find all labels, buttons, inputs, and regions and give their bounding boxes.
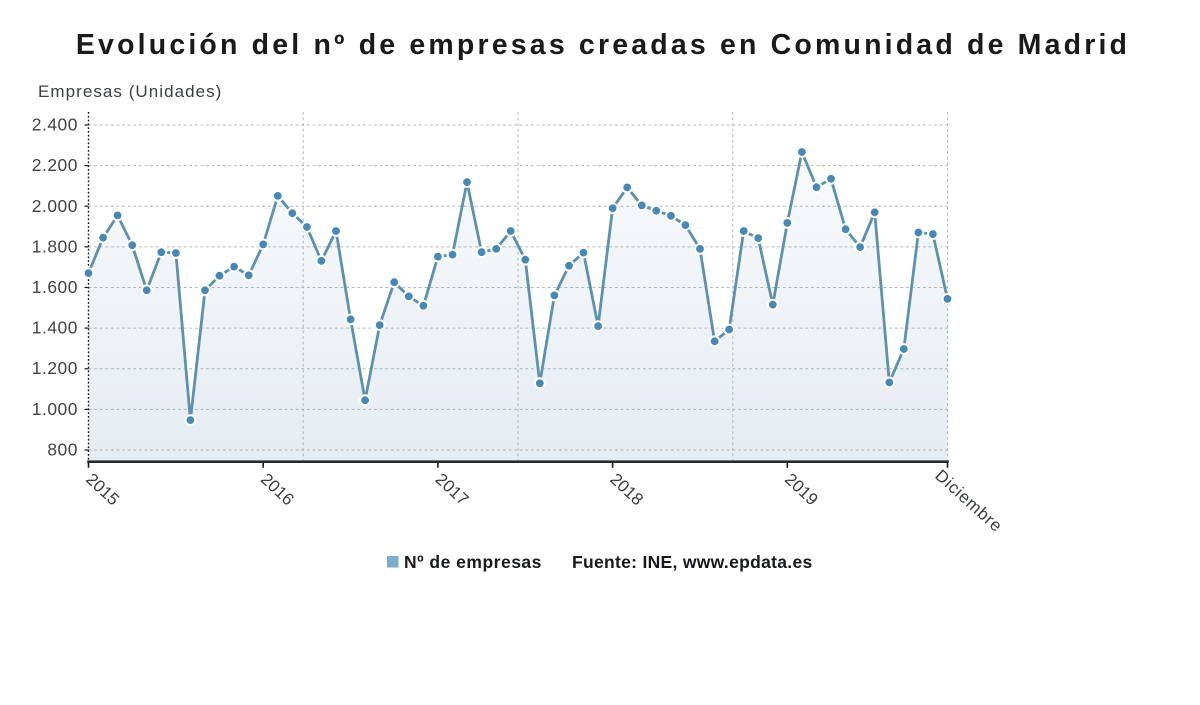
svg-text:1.800: 1.800 xyxy=(32,236,78,256)
svg-text:Diciembre: Diciembre xyxy=(931,466,1006,536)
svg-text:2016: 2016 xyxy=(257,470,298,510)
svg-text:2019: 2019 xyxy=(781,470,822,510)
svg-text:Nº de empresas: Nº de empresas xyxy=(404,552,542,572)
svg-text:2.200: 2.200 xyxy=(32,155,78,175)
svg-text:1.400: 1.400 xyxy=(32,318,78,338)
svg-text:1.000: 1.000 xyxy=(32,399,78,419)
svg-text:2018: 2018 xyxy=(606,470,647,510)
svg-text:2015: 2015 xyxy=(82,470,123,510)
svg-text:800: 800 xyxy=(47,440,78,460)
svg-text:2.000: 2.000 xyxy=(32,196,78,216)
svg-text:1.200: 1.200 xyxy=(32,358,78,378)
svg-text:Fuente: INE, www.epdata.es: Fuente: INE, www.epdata.es xyxy=(572,552,813,572)
svg-text:2017: 2017 xyxy=(432,470,473,510)
svg-text:1.600: 1.600 xyxy=(32,277,78,297)
svg-text:2.400: 2.400 xyxy=(32,115,78,135)
